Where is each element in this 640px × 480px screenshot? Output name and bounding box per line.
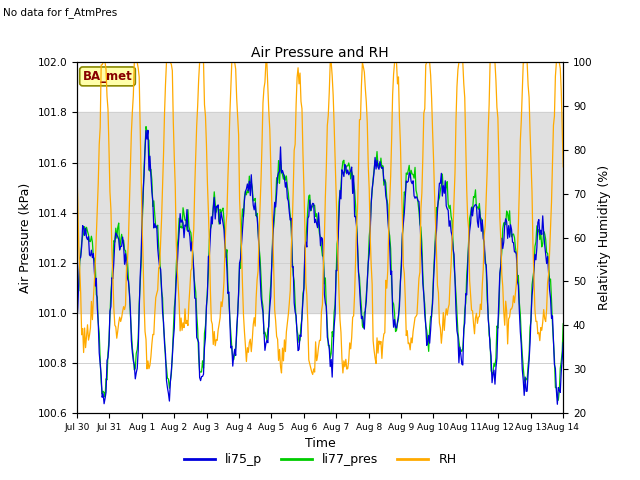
Legend: li75_p, li77_pres, RH: li75_p, li77_pres, RH [179, 448, 461, 471]
X-axis label: Time: Time [305, 437, 335, 450]
Text: No data for f_AtmPres: No data for f_AtmPres [3, 7, 118, 18]
Bar [77, 112, 563, 312]
Title: Air Pressure and RH: Air Pressure and RH [251, 46, 389, 60]
Text: BA_met: BA_met [83, 70, 132, 83]
Y-axis label: Relativity Humidity (%): Relativity Humidity (%) [598, 165, 611, 310]
Y-axis label: Air Pressure (kPa): Air Pressure (kPa) [19, 182, 32, 293]
